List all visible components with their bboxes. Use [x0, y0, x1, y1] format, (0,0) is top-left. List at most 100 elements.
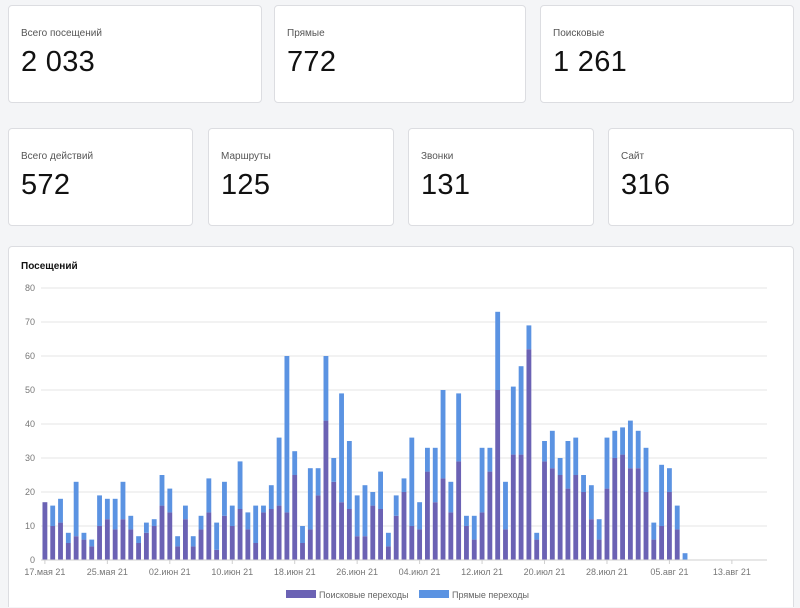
- bar-direct[interactable]: [526, 325, 532, 350]
- bar-search[interactable]: [620, 454, 626, 560]
- bar-direct[interactable]: [674, 505, 680, 530]
- bar-search[interactable]: [495, 390, 501, 560]
- bar-search[interactable]: [143, 532, 149, 560]
- bar-search[interactable]: [471, 539, 477, 560]
- bar-search[interactable]: [104, 519, 110, 560]
- bar-search[interactable]: [128, 529, 134, 560]
- bar-direct[interactable]: [120, 481, 126, 520]
- bar-direct[interactable]: [339, 393, 344, 503]
- bar-direct[interactable]: [112, 498, 118, 530]
- bar-direct[interactable]: [268, 485, 274, 509]
- bar-direct[interactable]: [229, 505, 235, 526]
- bar-direct[interactable]: [432, 447, 438, 503]
- bar-search[interactable]: [409, 526, 415, 560]
- bar-search[interactable]: [112, 529, 118, 560]
- bar-direct[interactable]: [557, 458, 563, 475]
- bar-direct[interactable]: [222, 481, 227, 516]
- bar-direct[interactable]: [175, 536, 181, 547]
- bar-direct[interactable]: [440, 390, 446, 479]
- bar-direct[interactable]: [237, 461, 243, 509]
- bar-direct[interactable]: [58, 498, 63, 523]
- bar-search[interactable]: [643, 492, 649, 560]
- bar-direct[interactable]: [479, 447, 485, 513]
- bar-search[interactable]: [456, 461, 462, 560]
- bar-search[interactable]: [393, 515, 399, 560]
- bar-direct[interactable]: [651, 522, 657, 540]
- bar-direct[interactable]: [534, 532, 540, 540]
- bar-search[interactable]: [237, 509, 243, 560]
- bar-search[interactable]: [214, 549, 220, 560]
- bar-direct[interactable]: [307, 468, 313, 530]
- bar-search[interactable]: [354, 536, 360, 560]
- bar-direct[interactable]: [136, 536, 142, 543]
- bar-search[interactable]: [666, 492, 672, 560]
- bar-direct[interactable]: [666, 468, 672, 492]
- bar-search[interactable]: [401, 492, 407, 560]
- bar-search[interactable]: [370, 505, 376, 560]
- bar-direct[interactable]: [581, 475, 586, 492]
- bar-search[interactable]: [307, 529, 313, 560]
- bar-direct[interactable]: [276, 437, 282, 506]
- bar-search[interactable]: [635, 468, 641, 560]
- bar-search[interactable]: [440, 478, 446, 560]
- bar-direct[interactable]: [417, 502, 423, 530]
- bar-direct[interactable]: [315, 468, 321, 496]
- bar-direct[interactable]: [323, 356, 329, 421]
- bar-direct[interactable]: [261, 505, 266, 513]
- bar-search[interactable]: [253, 543, 259, 560]
- bar-search[interactable]: [346, 509, 352, 560]
- bar-direct[interactable]: [206, 478, 212, 513]
- bar-search[interactable]: [534, 539, 540, 560]
- bar-search[interactable]: [300, 543, 305, 560]
- bar-search[interactable]: [81, 539, 87, 560]
- bar-search[interactable]: [206, 512, 212, 560]
- bar-search[interactable]: [479, 512, 485, 560]
- bar-direct[interactable]: [143, 522, 149, 533]
- bar-search[interactable]: [612, 458, 618, 560]
- bar-search[interactable]: [464, 526, 469, 560]
- bar-search[interactable]: [417, 529, 423, 560]
- bar-direct[interactable]: [424, 447, 430, 472]
- bar-search[interactable]: [659, 526, 665, 560]
- bar-search[interactable]: [151, 526, 157, 560]
- bar-search[interactable]: [565, 488, 571, 560]
- bar-direct[interactable]: [128, 515, 134, 530]
- chart-legend[interactable]: Поисковые переходы Прямые переходы: [286, 590, 529, 600]
- bar-search[interactable]: [229, 526, 235, 560]
- bar-search[interactable]: [198, 529, 204, 560]
- bar-direct[interactable]: [682, 553, 688, 560]
- bar-direct[interactable]: [565, 441, 571, 489]
- bar-search[interactable]: [510, 454, 516, 560]
- bar-search[interactable]: [424, 471, 430, 560]
- bar-search[interactable]: [542, 461, 547, 560]
- bar-search[interactable]: [331, 481, 337, 560]
- bar-search[interactable]: [97, 526, 102, 560]
- bar-direct[interactable]: [300, 526, 305, 543]
- bar-search[interactable]: [487, 471, 493, 560]
- bar-direct[interactable]: [253, 505, 259, 543]
- bar-direct[interactable]: [362, 485, 368, 537]
- bar-direct[interactable]: [151, 519, 157, 526]
- bar-direct[interactable]: [542, 441, 547, 462]
- bar-direct[interactable]: [620, 427, 626, 455]
- bar-direct[interactable]: [81, 532, 87, 540]
- bar-direct[interactable]: [378, 471, 384, 509]
- bar-search[interactable]: [549, 468, 555, 560]
- bar-search[interactable]: [89, 546, 95, 560]
- bar-direct[interactable]: [409, 437, 415, 526]
- bar-search[interactable]: [557, 475, 563, 560]
- bar-search[interactable]: [448, 512, 454, 560]
- bar-direct[interactable]: [167, 488, 173, 513]
- bar-direct[interactable]: [503, 481, 508, 530]
- bar-search[interactable]: [50, 526, 56, 560]
- bar-direct[interactable]: [448, 481, 454, 513]
- bar-search[interactable]: [268, 509, 274, 560]
- bar-direct[interactable]: [596, 519, 602, 540]
- bar-direct[interactable]: [104, 498, 110, 520]
- bar-search[interactable]: [432, 502, 438, 560]
- bar-search[interactable]: [120, 519, 126, 560]
- bar-search[interactable]: [588, 519, 594, 560]
- bar-direct[interactable]: [588, 485, 594, 520]
- bar-direct[interactable]: [495, 311, 501, 390]
- bar-direct[interactable]: [198, 515, 204, 530]
